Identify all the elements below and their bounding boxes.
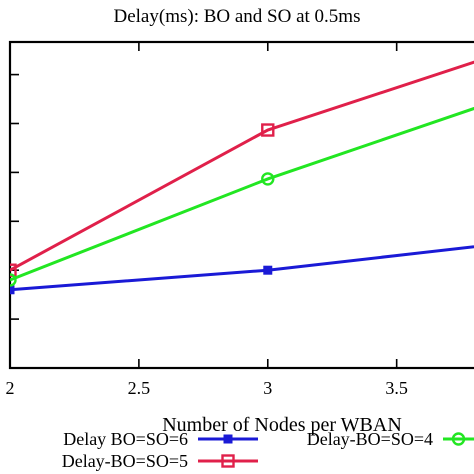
series-2	[10, 60, 474, 277]
x-tick-label: 2.5	[128, 378, 151, 398]
legend-label: Delay BO=SO=6	[63, 429, 188, 449]
data-point	[10, 285, 15, 295]
x-axis-label: Number of Nodes per WBAN	[162, 414, 402, 436]
legend-item: Delay-BO=SO=5	[62, 451, 258, 471]
legend-label: Delay-BO=SO=5	[62, 451, 188, 471]
chart-title: Delay(ms): BO and SO at 0.5ms	[114, 6, 361, 27]
x-tick-label: 3.5	[385, 378, 408, 398]
data-point	[261, 172, 275, 186]
legend: Delay BO=SO=6 Delay-BO=SO=4 Delay-BO=SO=5	[62, 429, 474, 471]
series-line	[10, 245, 474, 292]
x-axis-ticks: 2 2.5 3 3.5	[6, 42, 408, 398]
series-line	[10, 106, 474, 282]
legend-item: Delay-BO=SO=4	[307, 429, 474, 449]
x-tick-label: 3	[263, 378, 272, 398]
legend-marker	[223, 434, 233, 444]
series-line	[10, 60, 474, 272]
series-1	[10, 245, 474, 295]
data-point	[10, 273, 17, 287]
data-point	[263, 265, 273, 275]
legend-item: Delay BO=SO=6	[63, 429, 258, 449]
plot-series	[10, 60, 474, 295]
plot-frame	[8, 40, 474, 370]
legend-marker	[221, 454, 235, 468]
data-point	[261, 123, 275, 137]
series-3	[10, 106, 474, 287]
plot-axes	[8, 40, 474, 370]
y-axis-ticks	[10, 73, 19, 369]
x-tick-label: 2	[6, 378, 15, 398]
legend-marker	[451, 432, 466, 446]
legend-label: Delay-BO=SO=4	[307, 429, 433, 449]
data-point	[10, 263, 17, 277]
